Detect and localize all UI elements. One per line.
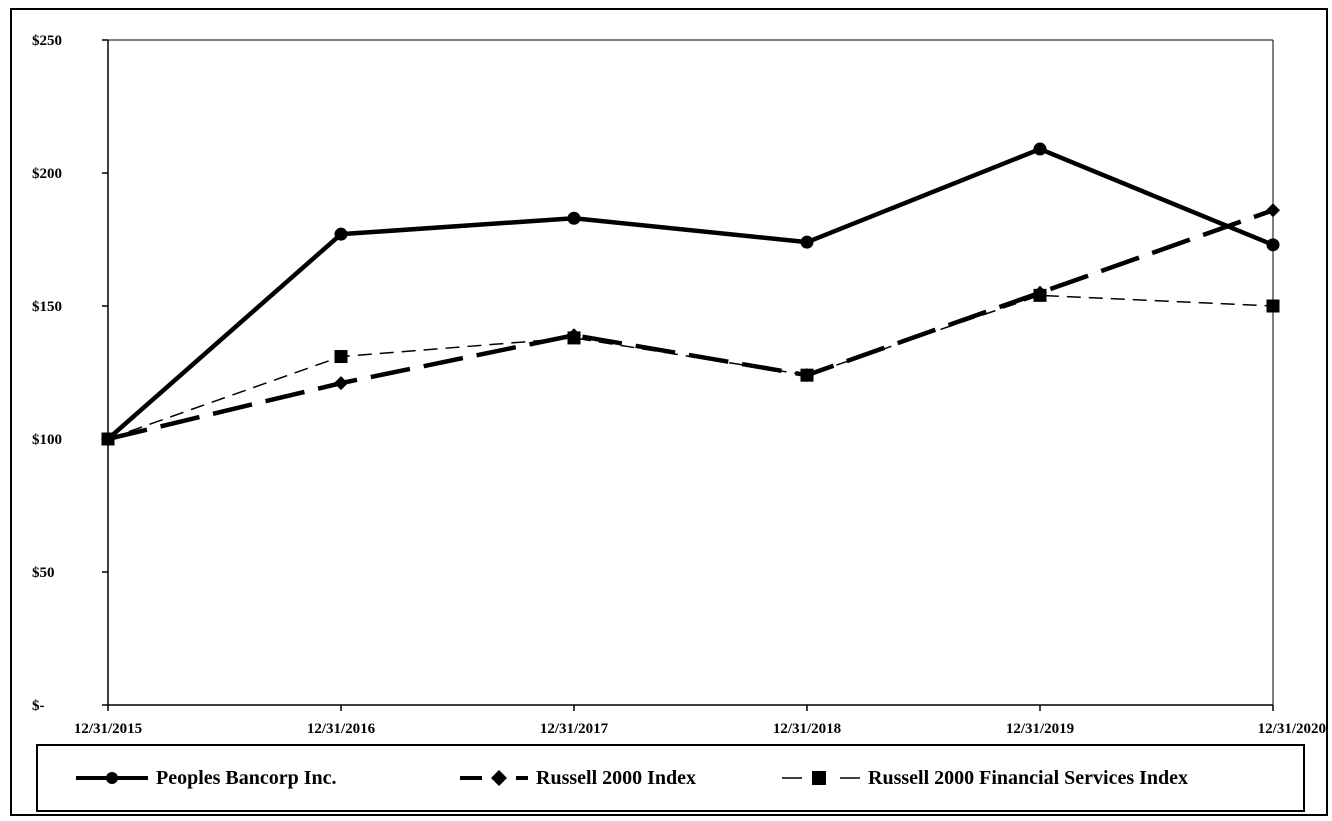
legend-swatch-solid-circle <box>76 772 148 784</box>
series-line <box>107 294 1274 440</box>
data-point-diamond <box>1033 285 1047 300</box>
y-tick-label: $100 <box>32 432 62 448</box>
y-tick-label: $200 <box>32 166 62 182</box>
data-point-circle <box>101 432 115 446</box>
y-tick-label: $150 <box>32 299 62 315</box>
series-line <box>107 208 1274 442</box>
legend-item-russell-2000: Russell 2000 Index <box>456 746 696 810</box>
data-point-diamond <box>334 376 348 391</box>
x-tick-label: 12/31/2018 <box>773 721 841 737</box>
chart-axes <box>107 39 1274 706</box>
chart-frame <box>10 8 1328 816</box>
x-axis-ticks: 12/31/2015 12/31/2016 12/31/2017 12/31/2018… <box>74 705 1326 737</box>
data-point-square <box>1266 299 1280 313</box>
data-point-circle <box>334 227 348 241</box>
series-lines <box>106 146 1274 442</box>
y-axis-ticks: $- $50 $100 $150 $200 $250 <box>32 33 108 714</box>
data-point-circle <box>1266 238 1280 252</box>
line-chart: $-$50$100$150$200$250 12/31/2015 12/31/20… <box>32 33 1326 737</box>
legend-label: Peoples Bancorp Inc. <box>156 766 337 789</box>
legend-label: Russell 2000 Index <box>536 766 697 789</box>
y-tick-label: $- <box>32 698 45 714</box>
data-point-circle <box>1033 142 1047 156</box>
x-tick-label: 12/31/2020 <box>1258 721 1326 737</box>
legend-swatch-dash-diamond <box>460 770 528 786</box>
series-markers <box>101 142 1280 446</box>
data-point-diamond <box>800 368 814 383</box>
legend-swatch-thin-dash-square <box>782 771 860 785</box>
data-point-circle <box>800 235 814 249</box>
legend-item-russell-2000-financial: Russell 2000 Financial Services Index <box>778 746 1188 810</box>
data-point-diamond <box>1266 203 1280 218</box>
data-point-circle <box>567 211 581 225</box>
x-tick-label: 12/31/2016 <box>307 721 376 737</box>
x-tick-label: 12/31/2019 <box>1006 721 1074 737</box>
legend-label: Russell 2000 Financial Services Index <box>868 766 1189 789</box>
x-tick-label: 12/31/2015 <box>74 721 142 737</box>
y-tick-label: $50 <box>32 565 55 581</box>
legend-item-peoples-bancorp: Peoples Bancorp Inc. <box>72 746 337 810</box>
data-point-diamond <box>567 328 581 343</box>
chart-legend: Peoples Bancorp Inc. Russell 2000 Index … <box>36 744 1305 812</box>
series-line <box>106 146 1274 441</box>
y-tick-label: $250 <box>32 33 62 49</box>
x-tick-label: 12/31/2017 <box>540 721 609 737</box>
data-point-square <box>334 350 348 364</box>
